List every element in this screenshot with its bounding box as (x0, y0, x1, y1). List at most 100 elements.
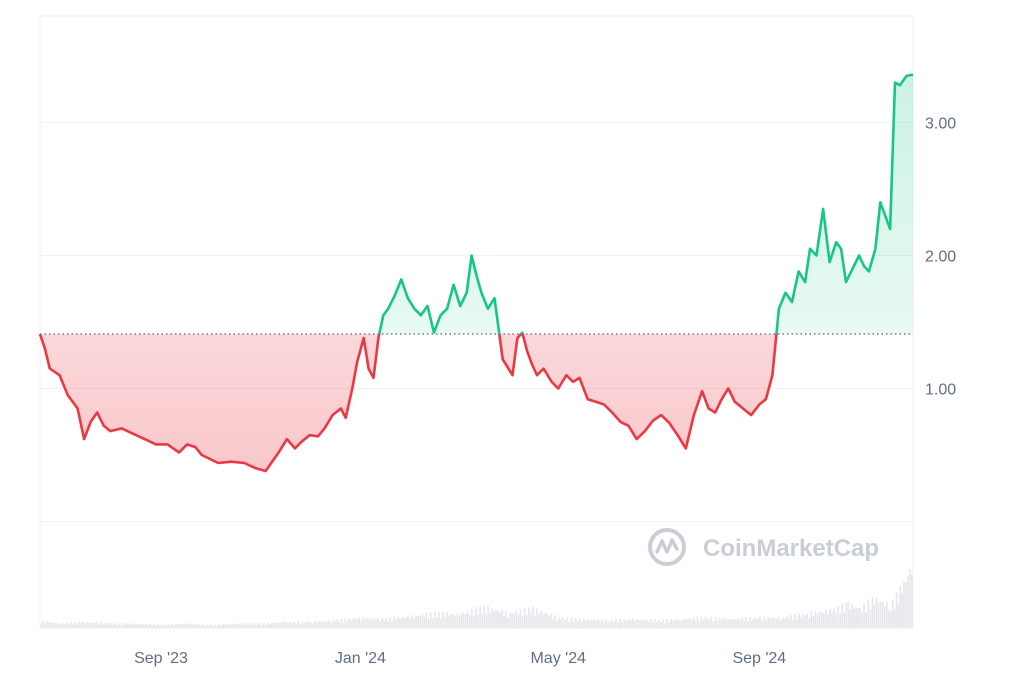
volume-bar (210, 624, 212, 628)
volume-bar (755, 618, 757, 628)
volume-bar (324, 620, 326, 628)
volume-bar (600, 619, 603, 628)
volume-bar (839, 613, 842, 628)
volume-bar (747, 621, 750, 628)
volume-bar (173, 624, 176, 628)
volume-bar (189, 623, 192, 628)
volume-bar (841, 603, 844, 628)
volume-bar (334, 621, 337, 628)
volume-bar (792, 619, 794, 628)
volume-bar (678, 619, 681, 628)
volume-bar (641, 619, 644, 628)
volume-bar (769, 618, 772, 628)
volume-bar (513, 613, 515, 628)
volume-bar (883, 606, 886, 628)
volume-bar (525, 615, 528, 628)
volume-bar (664, 623, 666, 628)
volume-bar (214, 624, 216, 628)
volume-bar (721, 619, 723, 628)
volume-bar (501, 610, 503, 628)
volume-bar (737, 618, 740, 628)
volume-bar (759, 616, 761, 628)
volume-bar (250, 624, 253, 628)
volume-bar (110, 623, 112, 628)
volume-bar (65, 622, 68, 628)
volume-bar (833, 608, 835, 628)
volume-bar (735, 619, 738, 628)
volume-bar (266, 622, 269, 628)
volume-bar (104, 622, 106, 628)
volume-bar (260, 625, 263, 628)
volume-bar (374, 620, 377, 628)
volume-bar (623, 618, 626, 628)
volume-bar (291, 623, 294, 628)
volume-bar (534, 615, 536, 628)
volume-bar (438, 611, 440, 628)
volume-bar (158, 625, 161, 628)
volume-bar (572, 621, 575, 628)
volume-bar (822, 612, 825, 628)
volume-bar (629, 619, 632, 628)
volume-bar (909, 569, 911, 628)
volume-bar (670, 619, 673, 628)
volume-bar (771, 617, 774, 628)
volume-bar (185, 624, 188, 628)
price-line-up (40, 73, 914, 334)
volume-bar (593, 619, 595, 628)
volume-bar (550, 613, 552, 628)
volume-bar (881, 601, 884, 628)
volume-bar (493, 611, 495, 628)
volume-bar (682, 618, 685, 628)
volume-bar (139, 623, 141, 628)
volume-bar (775, 618, 778, 628)
volume-bar (45, 620, 48, 628)
volume-bar (299, 623, 302, 628)
volume-bar (372, 618, 375, 628)
volume-bar (521, 616, 524, 628)
volume-bar (473, 615, 475, 628)
volume-bar (429, 612, 432, 628)
volume-bar (597, 619, 599, 628)
volume-bar (165, 625, 167, 628)
volume-bar (151, 625, 153, 628)
volume-bar (466, 611, 469, 628)
volume-bar (421, 614, 424, 628)
volume-bar (116, 624, 119, 628)
volume-bar (497, 610, 499, 628)
volume-bar (851, 604, 854, 628)
volume-bar (706, 618, 709, 628)
volume-bar (360, 620, 363, 628)
volume-bar (293, 621, 296, 628)
volume-bar (137, 624, 139, 628)
watermark-text: CoinMarketCap (703, 535, 879, 562)
volume-bar (507, 618, 509, 628)
volume-bar (318, 621, 320, 628)
volume-bar (540, 610, 542, 628)
volume-bar (591, 619, 593, 628)
volume-bar (205, 624, 208, 628)
volume-bar (106, 624, 108, 628)
volume-bar (820, 611, 823, 628)
volume-bar (816, 613, 819, 628)
volume-bar (456, 613, 459, 628)
volume-bar (723, 618, 725, 628)
volume-bar (279, 623, 282, 628)
volume-bar (625, 620, 628, 628)
volume-bar (393, 616, 395, 628)
volume-bar (890, 610, 892, 628)
volume-bar (262, 622, 265, 628)
volume-bar (655, 622, 658, 628)
volume-bar (417, 615, 419, 628)
volume-bar (700, 616, 703, 628)
volume-bar (332, 620, 335, 628)
volume-bar (281, 621, 284, 628)
volume-bar (479, 605, 481, 628)
volume-bar (825, 609, 827, 628)
volume-bar (171, 623, 173, 628)
coinmarketcap-logo-icon (648, 528, 686, 566)
volume-bar (366, 617, 369, 628)
volume-bar (690, 620, 693, 628)
volume-bar (76, 623, 78, 628)
volume-bar (131, 623, 133, 628)
